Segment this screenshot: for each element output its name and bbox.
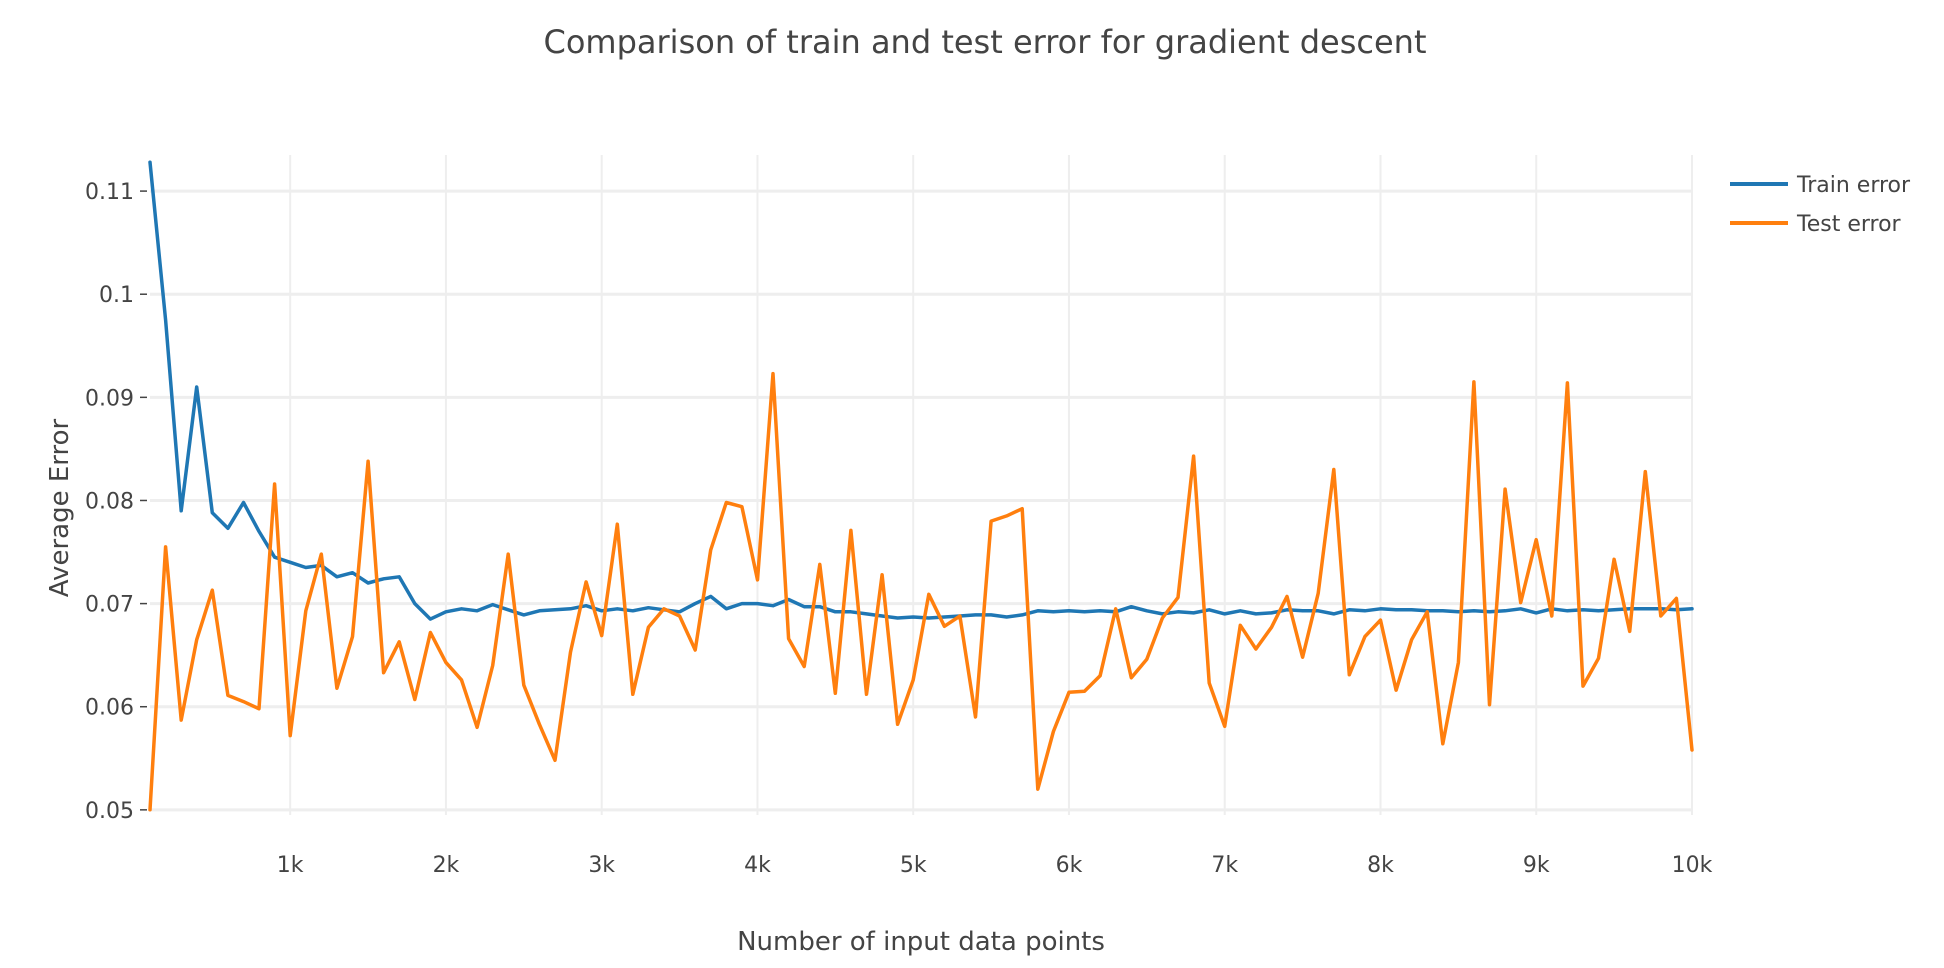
legend-item[interactable]: Test error [1730,212,1902,237]
x-tick-label: 2k [433,853,460,878]
grid [150,155,1693,815]
x-tick-label: 10k [1672,853,1713,878]
legend-label: Test error [1796,212,1902,237]
y-tick-label: 0.1 [99,283,134,308]
x-tick-label: 6k [1056,853,1083,878]
x-tick-label: 4k [744,853,771,878]
y-tick-label: 0.08 [85,489,134,514]
x-tick-label: 9k [1523,853,1550,878]
x-tick-label: 3k [588,853,615,878]
x-axis-ticks: 1k 2k 3k 4k 5k 6k 7k 8k 9k 10k [277,853,1713,878]
x-tick-label: 5k [900,853,927,878]
chart-title: Comparison of train and test error for g… [544,23,1427,61]
series-line-test-error [148,371,1694,812]
y-tick-label: 0.06 [85,696,134,721]
y-tick-label: 0.11 [85,180,134,205]
y-tick-label: 0.05 [85,799,134,824]
series-lines [148,160,1694,812]
x-tick-label: 1k [277,853,304,878]
y-axis-ticks: 0.05 0.06 0.07 0.08 0.09 0.1 0.11 [85,180,147,824]
series-line-train-error [148,160,1694,621]
y-axis-title: Average Error [45,418,75,597]
legend-label: Train error [1796,173,1911,198]
x-axis-title: Number of input data points [737,927,1105,957]
y-tick-label: 0.07 [85,593,134,618]
legend-item[interactable]: Train error [1730,173,1911,198]
x-tick-label: 7k [1211,853,1238,878]
x-tick-label: 8k [1367,853,1394,878]
legend[interactable]: Train error Test error [1730,173,1911,237]
y-tick-label: 0.09 [85,386,134,411]
